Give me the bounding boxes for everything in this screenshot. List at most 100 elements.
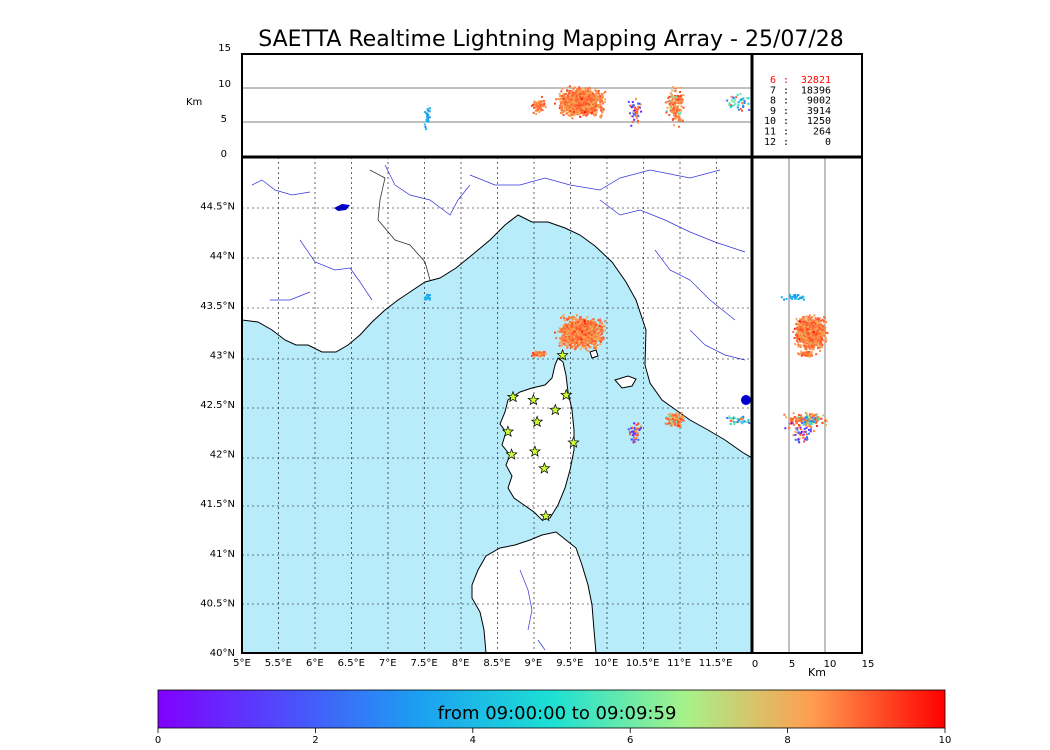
lightning-source-map [573,343,576,346]
lightning-source-top [741,102,744,104]
lightning-source-side [796,323,799,326]
lightning-source-top [571,109,574,112]
lightning-source-top [570,107,573,110]
lightning-source-top [572,109,575,111]
lightning-source-top [589,111,592,114]
lightning-source-map [580,319,583,322]
lightning-source-map [590,341,593,344]
lightning-source-top [541,95,543,98]
lightning-source-map [423,297,426,300]
elba-island [614,375,637,389]
lightning-source-map [585,328,588,331]
lightning-source-side [793,294,796,296]
lightning-source-top [592,98,594,101]
lightning-source-side [798,328,801,331]
lightning-source-map [593,340,596,343]
lightning-source-top [583,94,586,97]
lightning-source-side [808,351,811,353]
lightning-source-top [568,115,571,117]
lightning-source-side [813,333,816,336]
lightning-source-map [426,294,429,296]
lightning-source-top [597,95,600,98]
lightning-source-side [785,297,788,300]
lightning-source-side [807,351,809,354]
lightning-source-side [798,437,801,440]
lightning-source-map [604,329,607,332]
lightning-source-top [635,108,638,111]
lightning-source-map [599,331,602,334]
lightning-source-side [808,332,811,335]
lightning-source-top [636,108,639,111]
lightning-source-top [568,105,570,108]
lightning-source-top [562,93,565,96]
lightning-source-top [588,95,591,98]
lightning-source-side [803,325,806,328]
lightning-source-map [563,334,566,337]
lightning-source-map [679,424,682,427]
lightning-source-side [807,346,810,349]
lightning-source-top [566,94,569,97]
lightning-source-map [563,319,566,322]
lightning-source-map [673,414,676,417]
lightning-source-side [815,414,818,417]
lightning-source-map [634,433,637,436]
lightning-source-top [680,97,683,100]
lightning-source-map [576,325,579,328]
lightning-source-top [566,106,569,109]
lightning-source-top [679,119,682,122]
lightning-source-map [576,319,579,322]
altitude-top-points [423,85,751,131]
lightning-source-map [583,329,586,332]
lightning-source-side [808,416,810,418]
lightning-source-map [601,332,603,335]
lightning-source-map [592,322,595,325]
side-xtick: 10 [824,659,837,670]
lightning-source-top [566,103,569,106]
lightning-source-top [664,101,667,104]
lightning-source-top [728,102,731,105]
lightning-source-map [586,349,589,352]
lightning-source-top [582,105,585,108]
lightning-source-side [818,332,821,335]
lightning-source-side [801,333,804,336]
lightning-source-top [532,103,534,106]
lightning-source-side [797,439,800,442]
lightning-source-map [593,326,596,329]
lightning-source-side [797,335,800,338]
lightning-source-top [599,105,602,107]
lightning-source-top [675,117,678,119]
lightning-source-top [562,98,565,101]
lightning-source-top [560,90,563,93]
lightning-source-top [679,100,682,103]
lightning-source-top [534,106,537,109]
lightning-source-side [803,440,806,443]
lightning-source-top [637,105,640,108]
lightning-source-top [672,89,674,92]
lightning-source-side [784,427,787,430]
lightning-source-map [566,335,569,338]
lightning-source-top [577,92,580,95]
lightning-source-top [566,99,569,101]
lightning-source-map [665,417,668,420]
lightning-source-map [588,338,591,340]
lightning-source-map [670,414,673,417]
station-star [567,436,580,448]
lightning-source-side [797,416,800,419]
lightning-source-top [589,110,592,113]
lightning-source-side [817,329,819,332]
lightning-source-map [562,339,565,342]
lon-tick-label: 6°E [306,658,324,669]
lightning-source-map [576,330,579,332]
lightning-source-side [798,441,801,444]
lightning-source-side [820,327,823,330]
lightning-source-top [427,117,429,120]
lightning-source-side [816,325,819,328]
lightning-source-side [810,345,812,348]
lightning-source-top [576,100,579,103]
lightning-source-top [576,88,579,91]
lightning-source-top [428,116,431,119]
lightning-source-top [631,121,634,123]
lightning-source-top [677,97,680,99]
lightning-source-side [805,334,808,337]
lightning-source-side [808,414,811,417]
